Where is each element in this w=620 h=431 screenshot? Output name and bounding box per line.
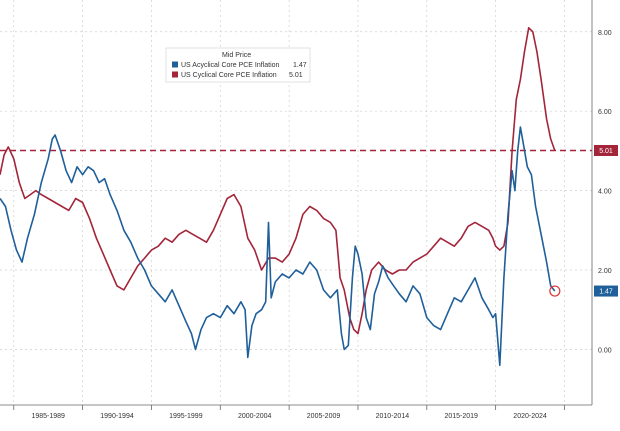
- y-tick-label: 2.00: [598, 268, 612, 275]
- y-tick-label: 0.00: [598, 347, 612, 354]
- badge-box-acyclical: [594, 285, 618, 297]
- badge-box-cyclical: [594, 144, 618, 156]
- legend-label-acyclical: US Acyclical Core PCE Inflation: [181, 62, 280, 69]
- legend-value-acyclical: 1.47: [293, 62, 307, 69]
- x-tick-label: 2020-2024: [513, 413, 547, 420]
- badge-label-cyclical: 5.01: [599, 148, 613, 155]
- last-value-badges: 5.01 1.47: [594, 144, 618, 297]
- y-tick-label: 4.00: [598, 189, 612, 196]
- legend-title: Mid Price: [222, 52, 251, 59]
- legend-value-cyclical: 5.01: [289, 72, 303, 79]
- end-point-marker: [549, 285, 561, 297]
- legend-label-cyclical: US Cyclical Core PCE Inflation: [181, 72, 277, 79]
- series-line-acyclical: [0, 126, 556, 367]
- x-tick-label: 2010-2014: [376, 413, 410, 420]
- y-tick-label: 6.00: [598, 109, 612, 116]
- x-tick-label: 2015-2019: [444, 413, 478, 420]
- legend: Mid Price US Acyclical Core PCE Inflatio…: [165, 47, 311, 83]
- x-tick-label: 1990-1994: [100, 413, 134, 420]
- axes: 0.00 2.00 4.00 6.00 8.00 1985-1989 1990-1994 19…: [0, 0, 612, 420]
- series-layer: [0, 27, 561, 367]
- legend-box: [165, 47, 311, 83]
- x-tick-label: 2005-2009: [307, 413, 341, 420]
- x-tick-label: 1985-1989: [31, 413, 65, 420]
- badge-label-acyclical: 1.47: [599, 289, 613, 296]
- legend-swatch-cyclical: [172, 71, 178, 78]
- series-line-cyclical: [0, 27, 556, 335]
- legend-swatch-acyclical: [172, 61, 178, 68]
- x-tick-label: 2000-2004: [238, 413, 272, 420]
- x-tick-label: 1995-1999: [169, 413, 203, 420]
- y-tick-label: 8.00: [598, 30, 612, 37]
